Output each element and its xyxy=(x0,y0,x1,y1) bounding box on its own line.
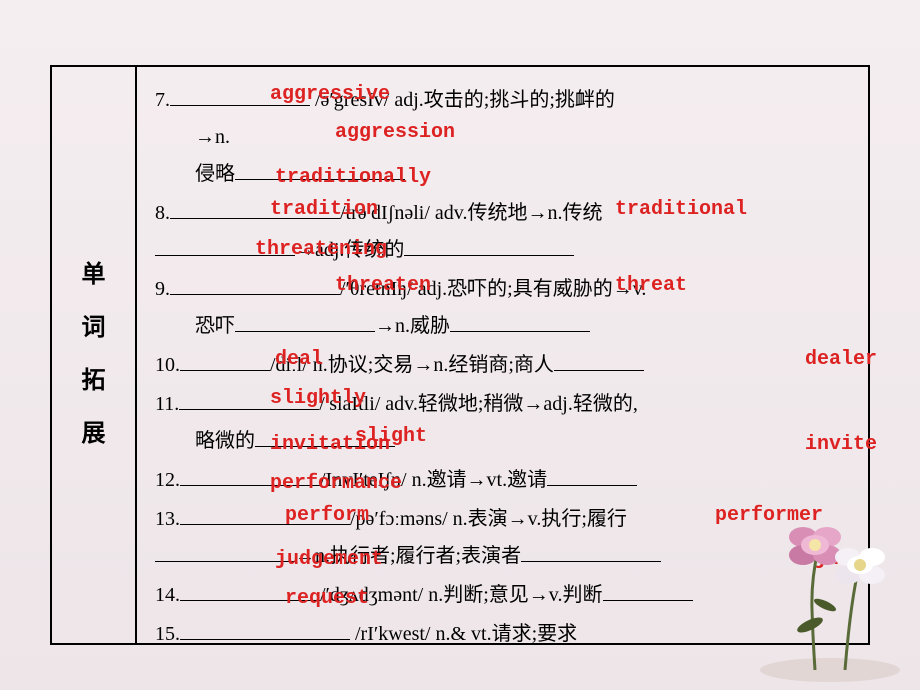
answer: threat xyxy=(615,267,687,304)
answer: dealer xyxy=(805,341,877,378)
line2: 略微的 xyxy=(155,430,255,452)
entry-9: 9./′θretnIŋ/ adj.恐吓的;具有威胁的→v. 恐吓→n.威胁 th… xyxy=(155,271,850,345)
entry-11: 11./′slaItli/ adv.轻微地;稍微→adj.轻微的, 略微的 sl… xyxy=(155,386,850,460)
blank xyxy=(404,234,574,256)
entry-12: 12./InvI′teIʃn/ n.邀请→vt.邀请 invitation in… xyxy=(155,462,850,499)
phon: /pə′fɔːməns/ n.表演→v.执行;履行 xyxy=(350,508,627,530)
answer: invitation xyxy=(270,426,390,463)
entry-13: 13./pə′fɔːməns/ n.表演→v.执行;履行 →n.执行者;履行者;… xyxy=(155,501,850,575)
heading-char-4: 展 xyxy=(82,408,106,461)
num: 12. xyxy=(155,469,180,491)
answer: threaten xyxy=(335,267,431,304)
answer: request xyxy=(285,580,369,617)
heading-char-1: 单 xyxy=(82,249,106,302)
answer: deal xyxy=(275,341,323,378)
blank xyxy=(180,618,350,640)
num: 11. xyxy=(155,393,179,415)
entry-10: 10./diːl/ n.协议;交易→n.经销商;商人 deal dealer xyxy=(155,347,850,384)
answer: aggression xyxy=(335,114,455,151)
arrow: →n. xyxy=(155,126,230,148)
heading-char-2: 词 xyxy=(82,302,106,355)
answer: threatening xyxy=(255,231,387,268)
line2: 侵略 xyxy=(155,163,235,185)
blank xyxy=(235,310,375,332)
phon: /′slaItli/ adv.轻微地;稍微→adj.轻微的, xyxy=(319,393,638,415)
answer: performer xyxy=(715,497,823,534)
phon: /rI′kwest/ n.& vt.请求;要求 xyxy=(355,623,577,645)
blank xyxy=(547,464,637,486)
num: 14. xyxy=(155,584,180,606)
blank xyxy=(170,273,340,295)
blank xyxy=(521,540,661,562)
answer: judgement xyxy=(275,541,383,578)
mid: →n.威胁 xyxy=(375,315,450,337)
vocab-list: 7. /ə′gresIv/ adj.攻击的;挑斗的;挑衅的 →n. 侵略 agg… xyxy=(137,67,868,643)
num: 10. xyxy=(155,354,180,376)
blank xyxy=(155,540,295,562)
heading-char-3: 拓 xyxy=(82,355,106,408)
answer: tradition xyxy=(270,191,378,228)
answer: judge xyxy=(815,541,875,578)
answer: aggressive xyxy=(270,76,390,113)
num: 9. xyxy=(155,278,170,300)
entry-7: 7. /ə′gresIv/ adj.攻击的;挑斗的;挑衅的 →n. 侵略 agg… xyxy=(155,82,850,193)
pre: 恐吓 xyxy=(155,315,235,337)
num: 15. xyxy=(155,623,180,645)
phon: /trə′dIʃnəli/ adv.传统地→n.传统 xyxy=(340,202,602,224)
left-heading-column: 单 词 拓 展 xyxy=(52,67,137,643)
blank xyxy=(180,349,270,371)
num: 13. xyxy=(155,508,180,530)
answer: traditional xyxy=(615,191,747,228)
entry-15: 15. /rI′kwest/ n.& vt.请求;要求 request xyxy=(155,616,850,653)
blank xyxy=(450,310,590,332)
answer: invite xyxy=(805,426,877,463)
content-frame: 单 词 拓 展 7. /ə′gresIv/ adj.攻击的;挑斗的;挑衅的 →n… xyxy=(50,65,870,645)
num: 8. xyxy=(155,202,170,224)
num: 7. xyxy=(155,89,170,111)
blank xyxy=(603,579,693,601)
blank xyxy=(554,349,644,371)
answer: perform xyxy=(285,497,369,534)
answer: slightly xyxy=(270,380,366,417)
entry-14: 14./′dʒʌdʒmənt/ n.判断;意见→v.判断 judgement j… xyxy=(155,577,850,614)
